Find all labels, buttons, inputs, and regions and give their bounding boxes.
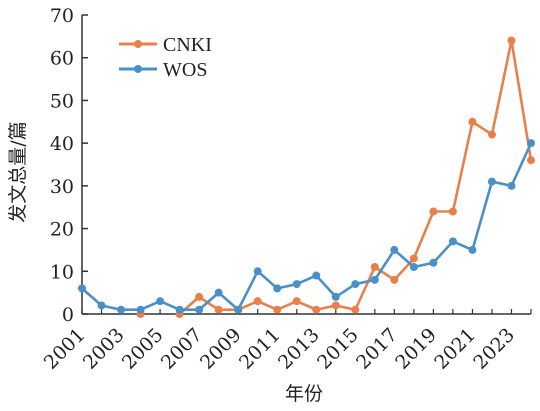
data-point-wos bbox=[136, 305, 145, 314]
x-tick-label: 2011 bbox=[235, 324, 285, 374]
y-tick-label: 10 bbox=[50, 261, 74, 283]
data-point-wos bbox=[448, 237, 457, 246]
data-point-cnki bbox=[429, 207, 438, 216]
data-point-cnki bbox=[468, 117, 477, 126]
data-point-wos bbox=[312, 271, 321, 280]
axes bbox=[81, 15, 531, 315]
data-point-cnki bbox=[273, 305, 282, 314]
data-point-cnki bbox=[253, 297, 262, 306]
data-point-wos bbox=[527, 139, 535, 148]
data-point-cnki bbox=[292, 297, 301, 306]
data-point-wos bbox=[175, 305, 184, 314]
data-point-wos bbox=[390, 245, 399, 254]
legend-marker-wos bbox=[134, 65, 142, 73]
x-tick-label: 2005 bbox=[118, 324, 168, 374]
y-tick-label: 20 bbox=[50, 219, 74, 241]
data-point-cnki bbox=[312, 305, 321, 314]
data-point-cnki bbox=[331, 301, 340, 310]
data-point-cnki bbox=[195, 292, 204, 301]
data-point-cnki bbox=[448, 207, 457, 216]
x-axis-ticks: 2001200320052007200920112013201520172019… bbox=[40, 309, 532, 374]
data-point-wos bbox=[156, 297, 165, 306]
data-point-wos bbox=[468, 245, 477, 254]
y-tick-label: 60 bbox=[50, 48, 74, 70]
series-layer bbox=[78, 36, 535, 318]
data-point-cnki bbox=[507, 36, 516, 45]
data-point-wos bbox=[507, 181, 516, 190]
data-point-cnki bbox=[409, 254, 418, 263]
x-tick-label: 2023 bbox=[469, 324, 519, 374]
data-point-wos bbox=[253, 267, 262, 276]
data-point-cnki bbox=[390, 275, 399, 284]
x-tick-label: 2009 bbox=[196, 324, 246, 374]
legend-label-wos: WOS bbox=[163, 59, 207, 81]
data-point-wos bbox=[78, 284, 86, 293]
data-point-wos bbox=[117, 305, 126, 314]
data-point-wos bbox=[429, 258, 438, 267]
legend: CNKI WOS bbox=[119, 34, 212, 81]
y-tick-label: 50 bbox=[50, 90, 74, 112]
y-tick-label: 70 bbox=[50, 5, 74, 27]
x-axis-title: 年份 bbox=[285, 383, 323, 405]
x-tick-label: 2007 bbox=[157, 324, 207, 374]
y-axis-title: 发文总量/篇 bbox=[7, 121, 29, 222]
x-tick-label: 2017 bbox=[352, 324, 402, 374]
legend-label-cnki: CNKI bbox=[163, 34, 212, 56]
data-point-cnki bbox=[351, 305, 360, 314]
x-tick-label: 2015 bbox=[313, 324, 363, 374]
data-point-wos bbox=[273, 284, 282, 293]
data-point-wos bbox=[97, 301, 106, 310]
data-point-wos bbox=[331, 292, 340, 301]
data-point-wos bbox=[214, 288, 223, 297]
data-point-wos bbox=[409, 263, 418, 272]
x-tick-label: 2001 bbox=[40, 324, 90, 374]
data-point-wos bbox=[487, 177, 496, 186]
y-tick-label: 40 bbox=[50, 133, 74, 155]
data-point-cnki bbox=[370, 263, 379, 272]
data-point-cnki bbox=[527, 156, 535, 165]
x-tick-label: 2021 bbox=[430, 324, 480, 374]
y-axis-ticks: 0 10 20 30 40 50 60 70 bbox=[50, 5, 88, 326]
data-point-wos bbox=[292, 280, 301, 289]
data-point-wos bbox=[351, 280, 360, 289]
legend-marker-cnki bbox=[134, 40, 142, 48]
data-point-cnki bbox=[214, 305, 223, 314]
data-point-cnki bbox=[487, 130, 496, 139]
data-point-wos bbox=[370, 275, 379, 284]
y-tick-label: 0 bbox=[62, 304, 74, 326]
data-point-wos bbox=[195, 305, 204, 314]
x-tick-label: 2019 bbox=[391, 324, 441, 374]
y-tick-label: 30 bbox=[50, 176, 74, 198]
x-tick-label: 2013 bbox=[274, 324, 324, 374]
data-point-wos bbox=[234, 305, 243, 314]
series-line-cnki bbox=[178, 39, 533, 316]
x-tick-label: 2003 bbox=[79, 324, 129, 374]
